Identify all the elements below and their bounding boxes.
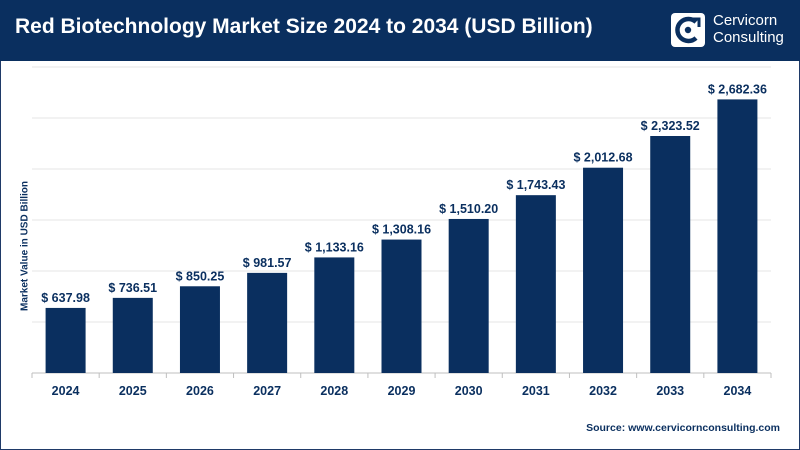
data-label-2029: $ 1,308.16: [372, 223, 431, 237]
x-tick-label-2034: 2034: [724, 384, 752, 398]
data-label-2030: $ 1,510.20: [439, 202, 498, 216]
data-label-2024: $ 637.98: [41, 291, 90, 305]
x-tick-label-2028: 2028: [320, 384, 348, 398]
source-note: Source: www.cervicornconsulting.com: [586, 422, 780, 434]
bar-2027: [247, 272, 288, 373]
logo-wordmark: Cervicorn Consulting: [713, 12, 784, 46]
data-label-2026: $ 850.25: [176, 269, 225, 283]
cervicorn-logo-icon: [671, 13, 705, 47]
x-tick-label-2027: 2027: [253, 384, 281, 398]
data-label-2033: $ 2,323.52: [641, 119, 700, 133]
logo-line2: Consulting: [713, 29, 784, 46]
bar-2025: [112, 297, 153, 373]
x-tick-label-2033: 2033: [656, 384, 684, 398]
chart-title: Red Biotechnology Market Size 2024 to 20…: [15, 15, 593, 38]
x-tick-label-2031: 2031: [522, 384, 550, 398]
x-tick-label-2025: 2025: [119, 384, 147, 398]
data-label-2031: $ 1,743.43: [506, 178, 565, 192]
y-axis-label: Market Value in USD Billion: [19, 180, 31, 312]
header-banner: Red Biotechnology Market Size 2024 to 20…: [0, 0, 800, 61]
x-tick-label-2032: 2032: [589, 384, 617, 398]
x-tick-label-2026: 2026: [186, 384, 214, 398]
bar-2026: [179, 286, 220, 373]
x-tick-label-2030: 2030: [455, 384, 483, 398]
x-tick-label-2024: 2024: [52, 384, 80, 398]
bar-2024: [45, 307, 86, 373]
bar-2034: [717, 99, 758, 373]
bar-2029: [381, 239, 422, 373]
data-label-2032: $ 2,012.68: [573, 151, 632, 165]
bar-2033: [650, 136, 691, 373]
data-label-2034: $ 2,682.36: [708, 82, 767, 96]
data-label-2025: $ 736.51: [108, 281, 157, 295]
bar-2032: [583, 167, 624, 373]
bar-2028: [314, 257, 355, 373]
bar-2030: [448, 218, 489, 373]
data-label-2027: $ 981.57: [243, 256, 292, 270]
bar-2031: [515, 195, 556, 373]
x-tick-label-2029: 2029: [388, 384, 416, 398]
logo-line1: Cervicorn: [713, 12, 778, 29]
data-label-2028: $ 1,133.16: [305, 240, 364, 254]
